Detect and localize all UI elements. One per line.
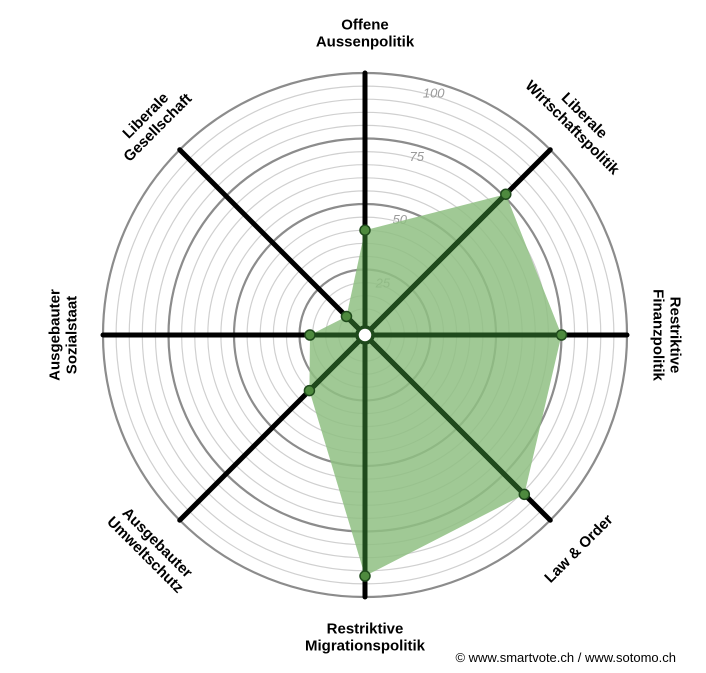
data-point <box>359 570 371 582</box>
axis-label: Offene <box>341 17 389 34</box>
center-marker <box>355 325 375 345</box>
data-point <box>359 224 371 236</box>
axis-line-filled <box>306 332 368 394</box>
axis-label-group: Law & Order <box>541 511 616 586</box>
axis-label: Migrationspolitik <box>305 638 426 655</box>
tick-label: 75 <box>410 149 425 164</box>
axis-line-filled <box>362 332 527 497</box>
data-point <box>304 329 316 341</box>
data-point <box>518 488 531 501</box>
credit-text: © www.smartvote.ch / www.sotomo.ch <box>455 650 676 665</box>
tick-label: 100 <box>423 86 445 101</box>
axis-line <box>177 147 368 338</box>
axis-line-filled <box>362 191 509 338</box>
axis-label-group: Ausgebauter Sozialstaat <box>47 289 81 381</box>
data-point <box>340 310 353 323</box>
axis-label: Aussenpolitik <box>316 34 415 51</box>
data-point <box>555 329 568 341</box>
axis-label: Finanzpolitik <box>650 289 667 381</box>
data-area <box>309 194 562 577</box>
data-point <box>303 384 316 397</box>
axis-label: Restriktive <box>667 297 684 374</box>
axis-label: Ausgebauter <box>47 289 64 381</box>
axis-label: Law & Order <box>541 511 616 586</box>
axis-label: Restriktive <box>327 621 404 638</box>
axis-label: Sozialstaat <box>64 296 81 374</box>
data-point <box>500 188 512 200</box>
